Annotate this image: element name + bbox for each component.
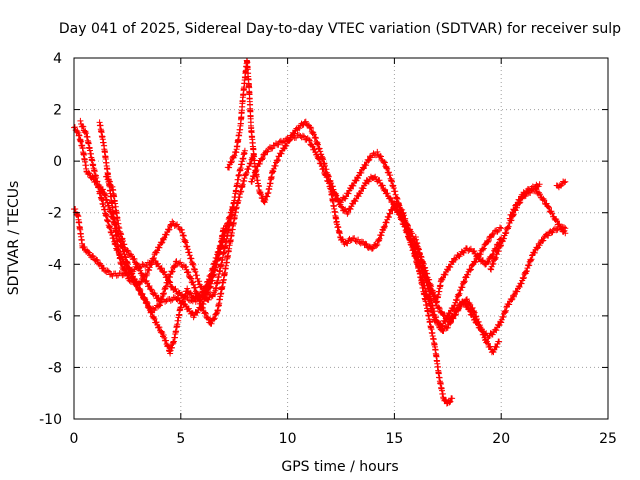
plot-frame xyxy=(73,57,609,420)
series-track-13 xyxy=(506,181,543,222)
data-marks xyxy=(71,57,569,407)
y-tick-label: -2 xyxy=(48,206,62,222)
series-markers xyxy=(511,223,569,300)
y-axis-label: SDTVAR / TECUs xyxy=(6,181,22,296)
x-tick-label: 15 xyxy=(385,431,403,447)
y-tick-label: -8 xyxy=(48,360,62,376)
y-tick-label: -10 xyxy=(39,412,62,428)
series-markers xyxy=(506,181,543,222)
x-tick-label: 0 xyxy=(70,431,79,447)
series-track-10 xyxy=(412,234,503,356)
y-tick-label: -4 xyxy=(48,257,62,273)
x-tick-label: 5 xyxy=(176,431,185,447)
series-track-5 xyxy=(103,173,231,321)
series-markers xyxy=(412,234,503,356)
series-markers xyxy=(327,185,456,407)
x-tick-label: 10 xyxy=(279,431,297,447)
chart-title: Day 041 of 2025, Sidereal Day-to-day VTE… xyxy=(59,21,621,37)
x-tick-label: 20 xyxy=(492,431,510,447)
series-markers xyxy=(391,204,517,341)
x-axis-label: GPS time / hours xyxy=(281,459,398,475)
series-markers xyxy=(553,178,569,191)
y-tick-label: 4 xyxy=(53,51,62,67)
grid xyxy=(74,58,608,419)
series-markers xyxy=(103,173,231,321)
y-tick-label: 2 xyxy=(53,103,62,119)
series-track-9 xyxy=(391,204,517,341)
series-track-6 xyxy=(224,57,505,305)
series-track-8 xyxy=(327,185,456,407)
y-tick-label: -6 xyxy=(48,309,62,325)
series-track-12 xyxy=(511,223,569,300)
series-track-14 xyxy=(553,178,569,191)
y-tick-label: 0 xyxy=(53,154,62,170)
x-tick-label: 25 xyxy=(599,431,617,447)
series-markers xyxy=(224,57,505,305)
